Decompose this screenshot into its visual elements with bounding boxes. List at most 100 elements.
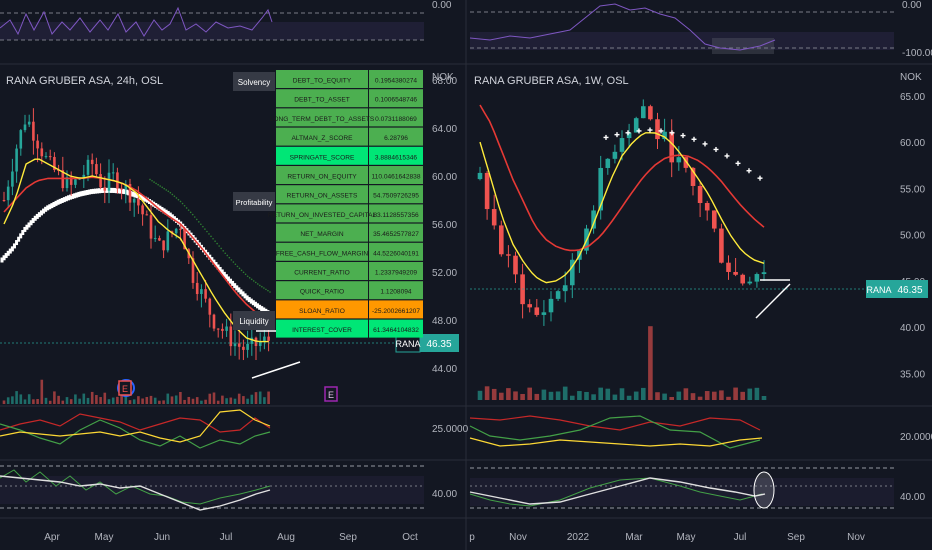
candle-body: [626, 132, 632, 139]
psar-dot: [208, 233, 210, 235]
psar-dot: [169, 191, 172, 194]
psar-dot: [110, 187, 114, 193]
psar-dot: [218, 266, 222, 272]
metric-value: 0.1954380274: [375, 78, 418, 85]
candle-body: [726, 262, 731, 272]
psar-dot: [235, 285, 239, 291]
psar-dot: [93, 188, 97, 194]
psar-dot: [168, 212, 172, 218]
metric-name: DEBT_TO_EQUITY: [293, 78, 352, 85]
volume-bar: [44, 397, 48, 404]
volume-bar: [747, 388, 753, 400]
psar-dot: [256, 303, 260, 309]
volume-bar: [690, 393, 696, 400]
table-cell: [276, 262, 368, 280]
volume-bar: [204, 399, 207, 404]
psar-dot: [210, 235, 212, 238]
volume-bar: [548, 391, 554, 400]
volume-bar: [48, 400, 52, 404]
metric-value: 1.2337949209: [375, 270, 418, 277]
psar-dot: [206, 230, 208, 233]
volume-bar: [584, 391, 589, 400]
right-y-tick: 50.00: [900, 231, 925, 242]
psar-dot: [189, 211, 192, 214]
candle-body: [712, 210, 717, 229]
volume-bar: [619, 388, 625, 400]
psar-dot: [193, 216, 196, 218]
candle-body: [484, 172, 490, 210]
psar-dot: [25, 224, 29, 230]
right-y-tick: 60.00: [900, 138, 925, 149]
psar-dot: [4, 253, 8, 259]
candle-body: [683, 157, 689, 168]
candle-body: [704, 203, 710, 211]
volume-bar: [669, 396, 674, 400]
volume-bar: [19, 394, 23, 404]
candle-body: [258, 341, 262, 347]
volume-bar: [32, 399, 35, 404]
earnings-marker[interactable]: E: [324, 386, 338, 402]
volume-bar: [513, 391, 518, 400]
volume-bar: [208, 393, 212, 404]
candle-body: [740, 274, 745, 284]
candle-body: [669, 131, 674, 163]
metric-name: LONG_TERM_DEBT_TO_ASSETS: [270, 116, 375, 123]
table-cell: [276, 146, 368, 165]
metric-name: RETURN_ON_ASSETS: [287, 193, 358, 200]
left-x-tick: May: [95, 532, 114, 543]
volume-bar: [254, 392, 258, 404]
candle-body: [491, 209, 497, 226]
left-y-tick: 56.00: [432, 220, 457, 231]
volume-bar: [263, 397, 266, 404]
volume-bar: [183, 399, 186, 404]
psar-dot: [216, 242, 218, 245]
volume-bar: [641, 387, 646, 400]
psar-dot: [265, 288, 267, 291]
psar-dot: [259, 284, 261, 287]
volume-bar: [712, 391, 717, 400]
left-rsi-white-line: [0, 475, 271, 511]
psar-dot: [187, 209, 190, 211]
metric-name: SPRINGATE_SCORE: [290, 154, 355, 161]
right-x-tick: 2022: [567, 532, 590, 543]
psar-dot: [96, 188, 100, 194]
candle-body: [612, 151, 618, 159]
candle-body: [74, 179, 77, 185]
psar-dot: [175, 197, 178, 199]
volume-bar: [655, 392, 660, 400]
earnings-marker[interactable]: E: [117, 379, 135, 397]
metric-name: RETURN_ON_EQUITY: [287, 174, 357, 181]
psar-dot: [131, 191, 135, 197]
psar-dot: [222, 271, 226, 277]
volume-bar: [719, 390, 724, 400]
psar-dot: [185, 207, 188, 209]
right-top-osc-label-top: 0.00: [902, 0, 922, 11]
volume-bar: [229, 397, 233, 404]
volume-bar: [233, 398, 237, 404]
left-macd-label: 25.0000: [432, 424, 469, 435]
volume-bar: [267, 391, 270, 404]
psar-dot: [222, 250, 225, 252]
volume-bar: [520, 393, 525, 400]
table-cell: [369, 166, 423, 184]
table-cell: [276, 281, 368, 300]
candle-body: [40, 148, 44, 157]
psar-dot: [39, 210, 43, 216]
volume-bar: [107, 399, 111, 404]
left-x-tick: Aug: [277, 532, 295, 543]
candle-body: [246, 343, 249, 350]
psar-dot: [35, 213, 39, 219]
right-rsi-pane: 40.00: [469, 467, 925, 509]
right-x-tick: Nov: [509, 532, 527, 543]
candle-body: [570, 259, 575, 286]
volume-bar: [555, 391, 561, 400]
fundamentals-table: Solvency Profitability Liquidity DEBT_TO…: [233, 70, 423, 338]
candle-body: [141, 205, 144, 215]
psar-dot: [183, 204, 186, 207]
psar-dot: [200, 223, 202, 226]
left-top-osc-label: 0.00: [432, 0, 452, 11]
volume-bar: [527, 387, 532, 400]
candle-body: [598, 167, 603, 211]
svg-text:46.35: 46.35: [897, 285, 922, 296]
psar-dot: [75, 192, 79, 198]
